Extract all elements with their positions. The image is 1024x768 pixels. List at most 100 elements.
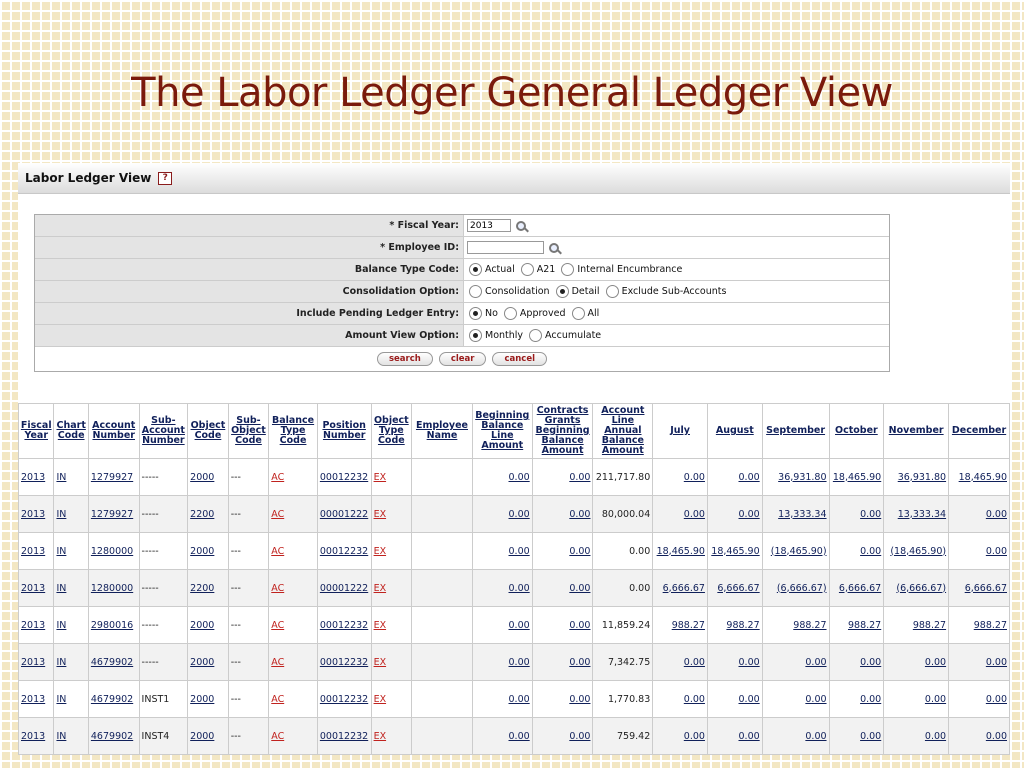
cell-link[interactable]: 18,465.90 [958,471,1007,483]
column-header-sub-object-code[interactable]: Sub-Object Code [227,403,270,459]
cell-link[interactable]: AC [271,656,285,668]
cell-link[interactable]: 00012232 [319,693,369,705]
cell-link[interactable]: 18,465.90 [656,545,705,557]
cell-link[interactable]: 2000 [190,730,215,742]
help-icon[interactable]: ? [158,171,173,185]
pending-radio-all[interactable] [571,307,585,320]
cell-link[interactable]: 0.00 [738,656,760,668]
column-header-object-type-code[interactable]: Object Type Code [370,403,413,459]
cell-link[interactable]: 0.00 [508,730,530,742]
column-header-october[interactable]: October [828,403,885,459]
cell-link[interactable]: 2000 [190,619,215,631]
cell-link[interactable]: AC [271,730,285,742]
cell-link[interactable]: (18,465.90) [890,545,947,557]
column-header-september[interactable]: September [761,403,830,459]
cell-link[interactable]: 0.00 [683,730,705,742]
cell-link[interactable]: 2013 [21,656,46,668]
cell-link[interactable]: 0.00 [569,619,591,631]
cell-link[interactable]: 0.00 [738,693,760,705]
cell-link[interactable]: 0.00 [860,656,882,668]
column-header-july[interactable]: July [652,403,708,459]
column-header-chart-code[interactable]: Chart Code [53,403,89,459]
cell-link[interactable]: IN [56,471,67,483]
cell-link[interactable]: 13,333.34 [897,508,947,520]
cell-link[interactable]: IN [56,545,67,557]
consolidation-radio-detail[interactable] [555,285,569,298]
cell-link[interactable]: 0.00 [569,656,591,668]
cell-link[interactable]: 0.00 [805,693,827,705]
cell-link[interactable]: 0.00 [683,656,705,668]
clear-button[interactable]: clear [438,352,487,366]
cell-link[interactable]: 0.00 [508,619,530,631]
cell-link[interactable]: 0.00 [683,693,705,705]
cell-link[interactable]: 00012232 [319,730,369,742]
cell-link[interactable]: 0.00 [924,730,947,742]
consolidation-radio-exclude-sub-accounts[interactable] [605,285,619,298]
cell-link[interactable]: 4679902 [90,693,134,705]
column-header-account-number[interactable]: Account Number [87,403,140,459]
cell-link[interactable]: 988.27 [847,619,882,631]
cell-link[interactable]: EX [373,471,387,483]
cell-link[interactable]: EX [373,730,387,742]
cell-link[interactable]: IN [56,508,67,520]
cell-link[interactable]: 00012232 [319,619,369,631]
cell-link[interactable]: 0.00 [860,545,882,557]
column-header-beginning-balance-line-amount[interactable]: Beginning Balance Line Amount [471,403,533,459]
cell-link[interactable]: 2200 [190,582,215,594]
cell-link[interactable]: 36,931.80 [778,471,827,483]
consolidation-radio-consolidation[interactable] [469,285,482,298]
cell-link[interactable]: EX [373,545,387,557]
cell-link[interactable]: 1279927 [90,508,134,520]
cell-link[interactable]: 0.00 [508,545,530,557]
cell-link[interactable]: 0.00 [860,730,882,742]
cell-link[interactable]: 2200 [190,508,215,520]
cell-link[interactable]: EX [373,508,387,520]
employee-id-input[interactable] [467,241,544,254]
cell-link[interactable]: 0.00 [985,545,1007,557]
cell-link[interactable]: 0.00 [569,545,591,557]
cell-link[interactable]: 0.00 [860,693,882,705]
cell-link[interactable]: 2000 [190,471,215,483]
cell-link[interactable]: 988.27 [973,619,1007,631]
cell-link[interactable]: 00001222 [319,582,369,594]
cell-link[interactable]: 0.00 [805,656,827,668]
cell-link[interactable]: 988.27 [793,619,827,631]
cell-link[interactable]: 0.00 [683,471,705,483]
cell-link[interactable]: AC [271,471,285,483]
cell-link[interactable]: 0.00 [985,693,1007,705]
cell-link[interactable]: 0.00 [860,508,882,520]
cell-link[interactable]: 00012232 [319,471,369,483]
cell-link[interactable]: 36,931.80 [897,471,947,483]
cell-link[interactable]: 4679902 [90,656,134,668]
column-header-sub-account-number[interactable]: Sub-Account Number [138,403,189,459]
cell-link[interactable]: IN [56,693,67,705]
cell-link[interactable]: 00001222 [319,508,369,520]
cell-link[interactable]: 1279927 [90,471,134,483]
cell-link[interactable]: 13,333.34 [778,508,827,520]
cell-link[interactable]: 00012232 [319,656,369,668]
cell-link[interactable]: 2013 [21,508,46,520]
fiscal-year-input[interactable] [467,219,511,232]
cell-link[interactable]: (6,666.67) [776,582,827,594]
cell-link[interactable]: 0.00 [985,508,1007,520]
cell-link[interactable]: AC [271,545,285,557]
cell-link[interactable]: EX [373,693,387,705]
cell-link[interactable]: 0.00 [569,471,591,483]
cell-link[interactable]: 2000 [190,545,215,557]
column-header-fiscal-year[interactable]: Fiscal Year [17,403,55,459]
cell-link[interactable]: 2013 [21,730,46,742]
cell-link[interactable]: AC [271,582,285,594]
employee-id-lookup-icon[interactable] [549,242,559,253]
cell-link[interactable]: EX [373,619,387,631]
pending-radio-approved[interactable] [503,307,517,320]
cell-link[interactable]: 18,465.90 [832,471,882,483]
cell-link[interactable]: 0.00 [569,582,591,594]
cell-link[interactable]: 0.00 [985,656,1007,668]
cell-link[interactable]: IN [56,730,67,742]
column-header-object-code[interactable]: Object Code [187,403,229,459]
balance-type-radio-actual[interactable] [469,263,482,276]
amount-view-radio-monthly[interactable] [469,329,482,342]
cell-link[interactable]: 0.00 [508,582,530,594]
cell-link[interactable]: AC [271,693,285,705]
search-button[interactable]: search [376,352,433,366]
